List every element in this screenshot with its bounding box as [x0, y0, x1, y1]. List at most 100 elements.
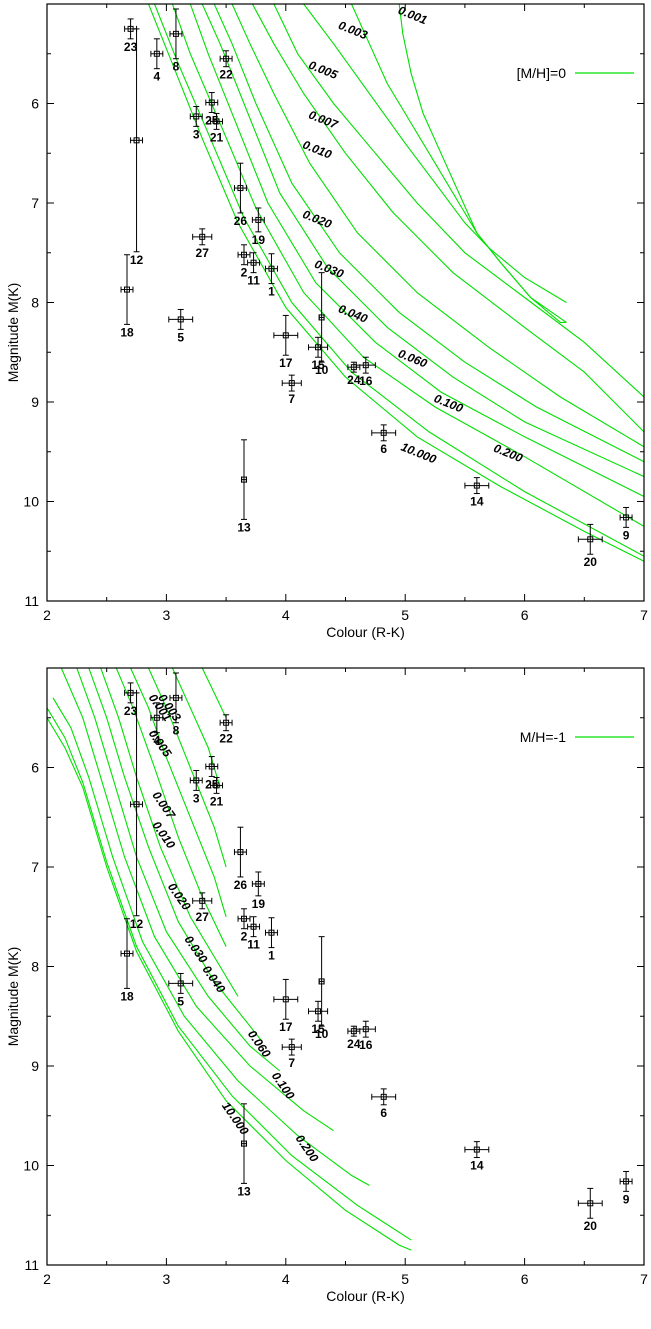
isochrone-0.001 — [398, 4, 567, 323]
star-21: 21 — [210, 112, 224, 144]
star-11: 11 — [247, 916, 260, 952]
data-point — [623, 1178, 630, 1185]
x-tick-label: 6 — [521, 1271, 529, 1287]
isochrone-0.200 — [47, 707, 412, 1241]
star-label: 19 — [252, 233, 266, 247]
star-13: 13 — [237, 1103, 251, 1198]
star-15: 15 — [307, 336, 329, 372]
isochrones — [47, 668, 412, 1251]
y-tick-label: 11 — [24, 1257, 39, 1273]
y-tick-label: 7 — [31, 859, 39, 875]
x-tick-label: 3 — [163, 1271, 171, 1287]
chart-top: 0.0010.0030.0050.0070.0100.0200.0300.040… — [5, 3, 648, 640]
star-5: 5 — [168, 972, 194, 1008]
star-1: 1 — [265, 917, 278, 963]
star-27: 27 — [192, 892, 213, 924]
star-label: 9 — [623, 528, 630, 542]
data-point — [362, 362, 369, 369]
star-label: 22 — [219, 68, 233, 82]
x-tick-label: 7 — [640, 1271, 648, 1287]
star-label: 13 — [237, 1184, 251, 1198]
y-axis-label: Magnitude M(K) — [5, 283, 21, 383]
data-point — [318, 314, 325, 321]
star-label: 27 — [196, 246, 210, 260]
isochrone-label-0.060: 0.060 — [245, 1027, 274, 1060]
y-tick-label: 10 — [23, 1158, 39, 1174]
data-point — [250, 923, 257, 930]
star-24: 24 — [347, 361, 361, 387]
data-point — [193, 777, 200, 784]
star-label: 10 — [315, 363, 329, 377]
isochrone-0.005 — [303, 4, 567, 303]
data-point — [133, 801, 140, 808]
data-point — [127, 689, 134, 696]
star-14: 14 — [464, 477, 490, 509]
star-label: 27 — [196, 910, 210, 924]
star-label: 18 — [120, 989, 134, 1003]
isochrone-0.200 — [153, 4, 644, 557]
star-3: 3 — [189, 769, 203, 805]
isochrone-0.100 — [171, 4, 644, 527]
data-point — [473, 1146, 480, 1153]
data-point — [223, 55, 230, 62]
data-point — [123, 950, 130, 957]
isochrone-0.040 — [76, 668, 281, 1072]
data-point — [241, 915, 248, 922]
data-point — [587, 536, 594, 543]
star-9: 9 — [619, 506, 633, 542]
y-tick-label: 10 — [23, 494, 39, 510]
isochrone-label-0.100: 0.100 — [432, 391, 465, 415]
star-8: 8 — [169, 672, 183, 738]
star-label: 8 — [173, 724, 180, 738]
star-21: 21 — [210, 776, 224, 808]
star-label: 21 — [210, 794, 224, 808]
star-label: 3 — [193, 127, 200, 141]
data-point — [241, 251, 248, 258]
isochrone-0.007 — [273, 4, 644, 398]
star-4: 4 — [150, 38, 164, 84]
isochrone-label-0.007: 0.007 — [307, 108, 341, 133]
isochrone-0.020 — [100, 668, 239, 997]
data-point — [255, 216, 262, 223]
star-22: 22 — [219, 714, 233, 746]
isochrone-label-10.000: 10.000 — [399, 440, 439, 467]
star-8: 8 — [169, 8, 183, 74]
star-9: 9 — [619, 1170, 633, 1206]
isochrone-0.001 — [201, 668, 227, 719]
star-20: 20 — [577, 1187, 603, 1233]
isochrone-label-0.060: 0.060 — [396, 346, 429, 370]
star-18: 18 — [120, 254, 134, 339]
x-tick-label: 2 — [43, 1271, 51, 1287]
isochrone-0.003 — [350, 4, 567, 323]
data-point — [315, 1008, 322, 1015]
star-7: 7 — [281, 374, 302, 406]
star-label: 21 — [210, 130, 224, 144]
data-point — [380, 429, 387, 436]
y-tick-label: 8 — [31, 295, 39, 311]
isochrone-0.007 — [130, 668, 227, 917]
star-label: 1 — [268, 285, 275, 299]
isochrone-0.030 — [213, 4, 644, 463]
star-label: 20 — [584, 555, 598, 569]
x-tick-label: 5 — [401, 1271, 409, 1287]
data-point — [208, 99, 215, 106]
y-axis-label: Magnitude M(K) — [5, 947, 21, 1047]
isochrone-0.060 — [189, 4, 644, 497]
star-26: 26 — [234, 826, 248, 892]
y-tick-label: 8 — [31, 959, 39, 975]
x-axis-label: Colour (R-K) — [326, 624, 405, 640]
star-20: 20 — [577, 523, 603, 569]
data-point — [237, 185, 244, 192]
star-label: 26 — [234, 878, 248, 892]
star-label: 17 — [279, 356, 293, 370]
x-tick-label: 3 — [163, 607, 171, 623]
data-point — [350, 1028, 357, 1035]
data-point — [213, 118, 220, 125]
data-point — [133, 137, 140, 144]
star-label: 3 — [193, 791, 200, 805]
star-label: 24 — [347, 373, 361, 387]
star-label: 1 — [268, 949, 275, 963]
star-3: 3 — [189, 105, 203, 141]
x-axis-label: Colour (R-K) — [326, 1288, 405, 1304]
y-tick-label: 6 — [31, 96, 39, 112]
